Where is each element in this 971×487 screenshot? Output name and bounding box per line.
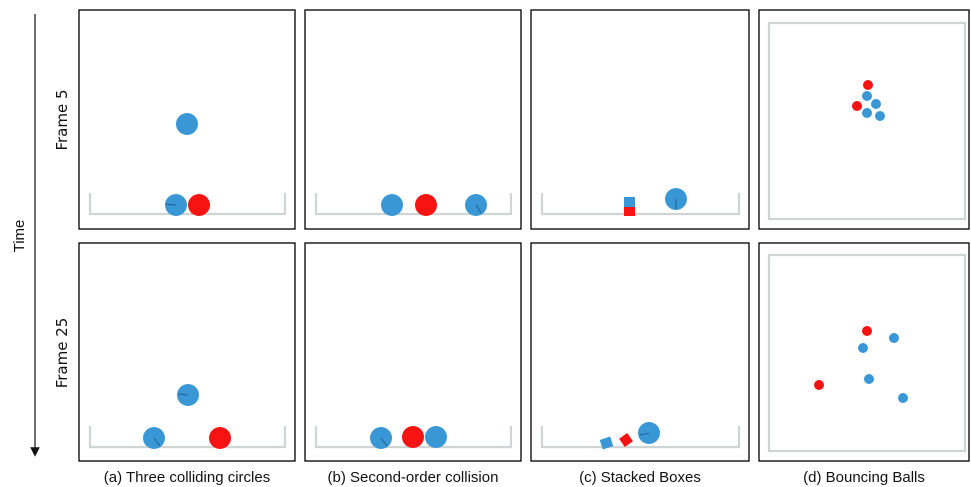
panel-c-frame-25 [530, 242, 750, 462]
red-ball [814, 380, 824, 390]
red-circle [188, 194, 210, 216]
red-box [619, 433, 633, 447]
panel-d-frame-25 [758, 242, 970, 462]
blue-ball [898, 393, 908, 403]
blue-ball [862, 108, 872, 118]
ground-track [88, 193, 287, 216]
red-circle [415, 194, 437, 216]
row-label-frame-25: Frame 25 [53, 318, 71, 389]
bounding-frame [767, 21, 967, 221]
ground-track [88, 426, 287, 449]
blue-ball [875, 111, 885, 121]
ground-track [314, 193, 513, 216]
panel-a-frame-25 [78, 242, 296, 462]
red-circle [209, 427, 231, 449]
bounding-frame [767, 253, 967, 453]
panel-b-frame-25 [304, 242, 522, 462]
ground-track [540, 426, 741, 449]
blue-ball [858, 343, 868, 353]
red-circle [402, 426, 424, 448]
red-ball [852, 101, 862, 111]
row-label-frame-5: Frame 5 [53, 89, 71, 150]
caption-a: (a) Three colliding circles [104, 469, 270, 486]
panel-c-frame-5 [530, 9, 750, 230]
blue-box [624, 197, 635, 207]
panel-d-frame-5 [758, 9, 970, 230]
blue-ball [871, 99, 881, 109]
blue-circle [176, 113, 198, 135]
blue-ball [864, 374, 874, 384]
caption-d: (d) Bouncing Balls [803, 469, 925, 486]
blue-circle [381, 194, 403, 216]
blue-ball [889, 333, 899, 343]
red-box [624, 207, 635, 216]
panel-a-frame-5 [78, 9, 296, 230]
blue-ball [862, 91, 872, 101]
red-ball [863, 80, 873, 90]
blue-circle [425, 426, 447, 448]
caption-c: (c) Stacked Boxes [579, 469, 701, 486]
time-label: Time [11, 220, 28, 253]
ground-track [540, 193, 741, 216]
panel-b-frame-5 [304, 9, 522, 230]
blue-box [599, 436, 614, 450]
red-ball [862, 326, 872, 336]
caption-b: (b) Second-order collision [328, 469, 499, 486]
